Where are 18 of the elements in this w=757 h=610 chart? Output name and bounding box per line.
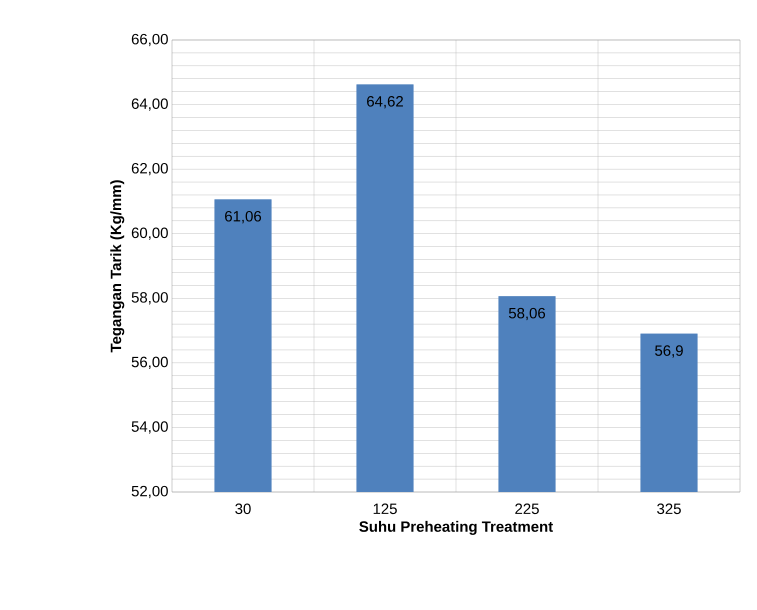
data-label: 61,06	[225, 210, 262, 224]
data-label: 58,06	[508, 308, 546, 320]
y-tick-label: 54,00	[132, 421, 168, 434]
x-tick-label: 30	[235, 503, 251, 514]
x-tick-label: 225	[515, 503, 539, 514]
data-label: 64,62	[367, 96, 403, 108]
y-tick-label: 52,00	[132, 486, 168, 498]
x-tick-label: 125	[374, 503, 397, 514]
y-tick-label: 58,00	[132, 292, 168, 304]
x-axis-title: Suhu Preheating Treatment	[359, 520, 553, 535]
y-tick-label: 56,00	[132, 356, 168, 370]
x-tick-label: 325	[657, 503, 681, 514]
y-tick-label: 64,00	[132, 98, 168, 111]
y-tick-label: 60,00	[132, 228, 168, 240]
y-tick-label: 66,00	[132, 34, 168, 46]
y-axis-title: Tegangan Tarik (Kg/mm)	[110, 180, 124, 352]
y-tick-label: 62,00	[132, 162, 168, 176]
data-label: 56,9	[655, 345, 683, 358]
